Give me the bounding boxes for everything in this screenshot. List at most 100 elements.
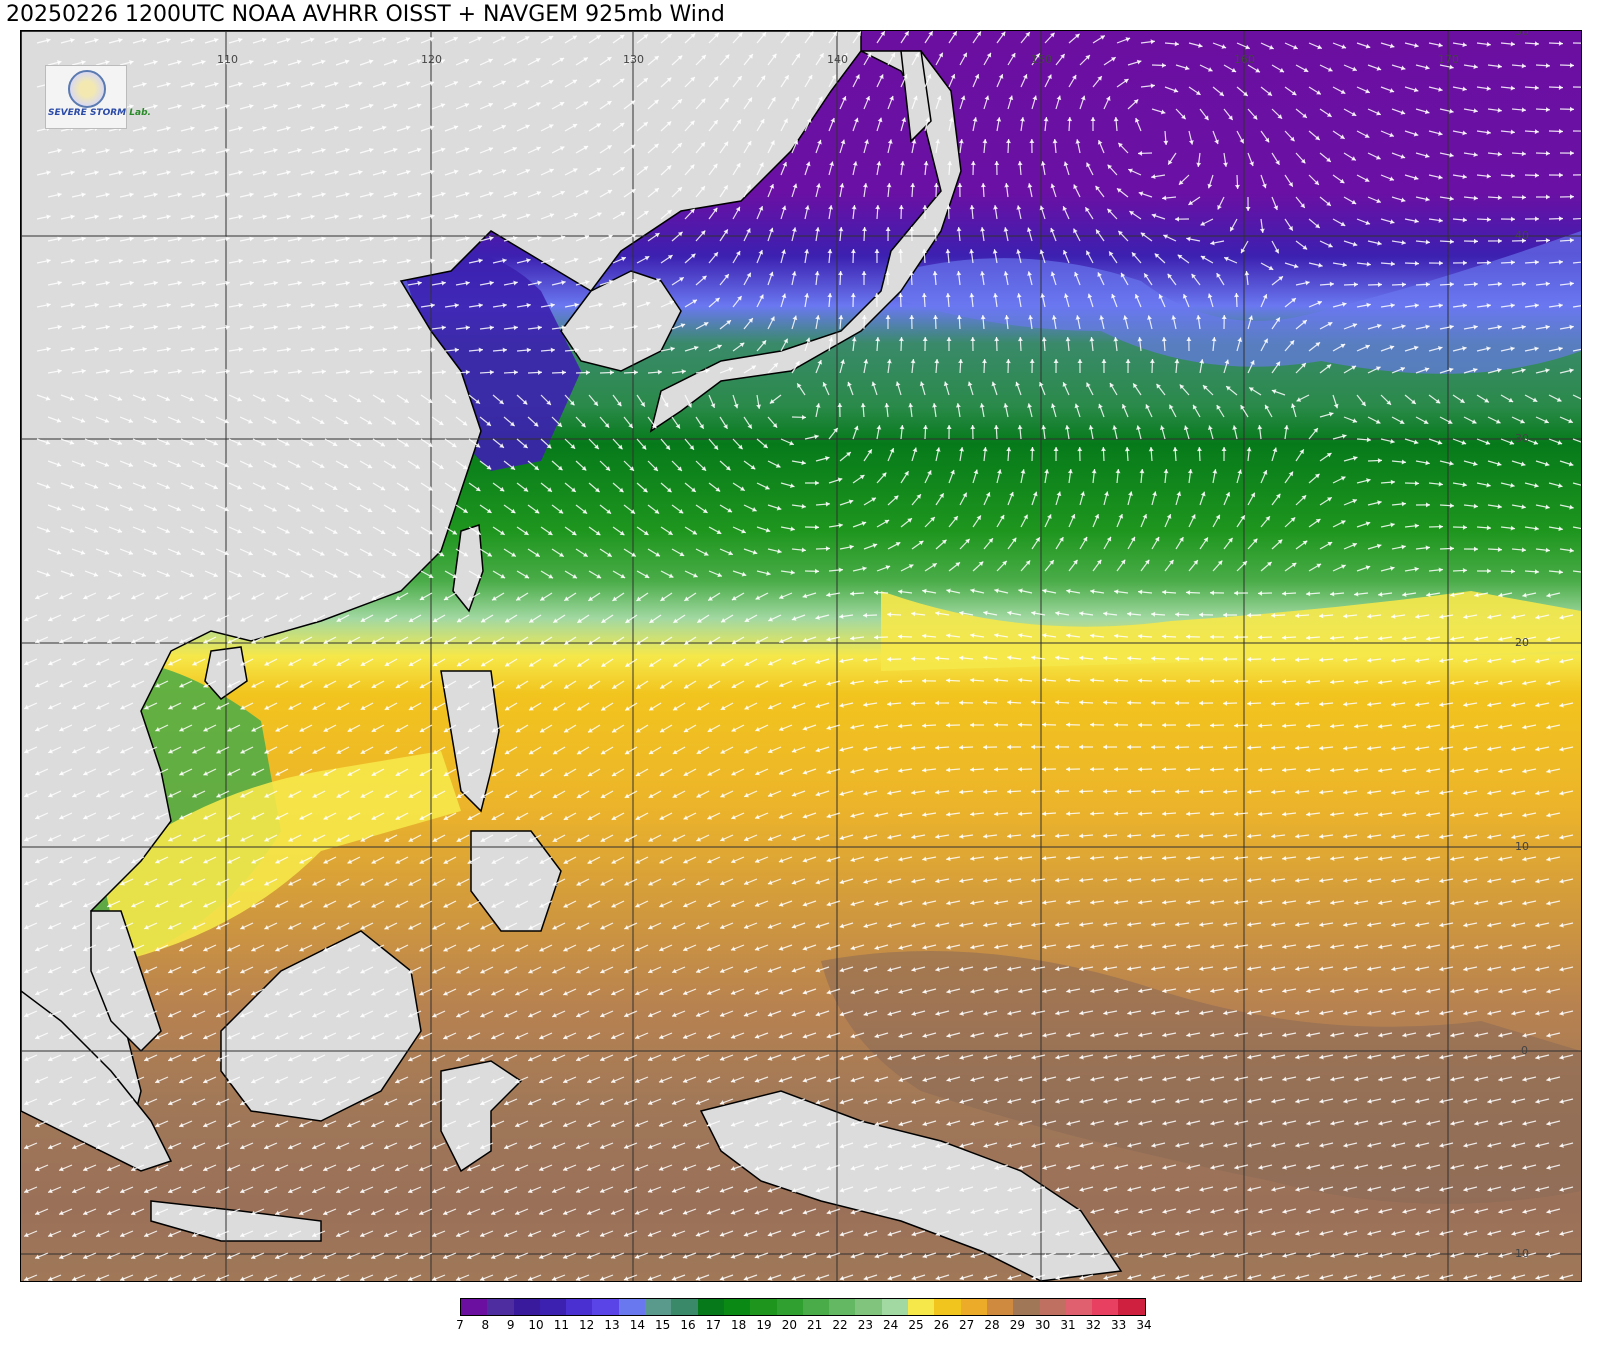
- wind-arrowhead: [792, 315, 798, 321]
- wind-arrowhead: [1085, 207, 1090, 212]
- wind-arrowhead: [585, 279, 590, 285]
- wind-arrowhead: [1207, 67, 1213, 72]
- wind-arrowhead: [609, 324, 614, 330]
- wind-arrowhead: [69, 396, 75, 401]
- wind-arrowhead: [272, 59, 278, 65]
- wind-arrowhead: [1207, 293, 1213, 299]
- wind-arrowhead: [93, 396, 99, 401]
- wind-arrowhead: [1123, 315, 1128, 320]
- wind-arrowhead: [465, 325, 470, 331]
- wind-arrowhead: [932, 271, 938, 276]
- wind-arrowhead: [489, 236, 494, 241]
- wind-arrowhead: [345, 325, 350, 331]
- wind-arrowhead: [934, 359, 940, 364]
- wind-arrowhead: [956, 315, 962, 320]
- wind-arrowhead: [1462, 86, 1467, 92]
- wind-arrowhead: [654, 233, 660, 238]
- wind-arrowhead: [382, 258, 387, 264]
- wind-arrowhead: [1364, 177, 1370, 182]
- wind-arrowhead: [1063, 293, 1069, 299]
- wind-arrowhead: [382, 347, 387, 353]
- wind-arrowhead: [537, 369, 542, 375]
- wind-arrowhead: [1150, 83, 1155, 89]
- wind-arrowhead: [535, 58, 541, 63]
- wind-arrowhead: [573, 257, 579, 263]
- wind-arrowhead: [464, 191, 470, 197]
- wind-arrowhead: [430, 214, 435, 219]
- wind-arrowhead: [1226, 386, 1231, 391]
- wind-arrowhead: [249, 236, 254, 242]
- wind-arrowhead: [129, 60, 134, 65]
- wind-arrowhead: [344, 147, 350, 153]
- wind-arrowhead: [464, 147, 470, 153]
- wind-arrowhead: [1400, 154, 1406, 159]
- wind-arrowhead: [595, 79, 601, 84]
- wind-arrowhead: [914, 52, 919, 58]
- wind-arrowhead: [214, 302, 219, 308]
- wind-arrowhead: [726, 320, 731, 325]
- wind-arrowhead: [310, 214, 315, 220]
- wind-arrowhead: [956, 227, 962, 232]
- wind-arrowhead: [1497, 151, 1502, 157]
- wind-arrowhead: [214, 346, 219, 352]
- wind-arrowhead: [70, 214, 75, 220]
- wind-arrowhead: [1149, 359, 1155, 364]
- wind-arrowhead: [850, 249, 856, 254]
- wind-arrowhead: [1327, 322, 1333, 327]
- wind-arrowhead: [369, 325, 374, 331]
- wind-arrowhead: [57, 192, 62, 198]
- grid-lines: [21, 31, 1581, 1281]
- wind-arrowhead: [1161, 62, 1166, 68]
- wind-arrowhead: [1532, 397, 1538, 402]
- wind-arrowhead: [1558, 172, 1563, 178]
- wind-arrowhead: [488, 58, 493, 64]
- wind-arrowhead: [1097, 76, 1102, 81]
- wind-arrowhead: [1376, 323, 1382, 329]
- wind-arrowhead: [285, 37, 291, 43]
- wind-arrowhead: [1089, 337, 1095, 342]
- wind-arrowhead: [391, 420, 396, 425]
- wind-arrowhead: [619, 167, 625, 172]
- wind-arrowhead: [454, 347, 459, 353]
- wind-arrowhead: [1062, 250, 1068, 255]
- wind-arrowhead: [1249, 161, 1254, 167]
- wind-arrowhead: [117, 396, 123, 401]
- wind-arrowhead: [832, 31, 838, 37]
- wind-arrowhead: [1449, 324, 1454, 330]
- wind-arrowhead: [118, 258, 123, 264]
- wind-arrowhead: [781, 205, 787, 211]
- wind-arrowhead: [1376, 110, 1381, 116]
- wind-arrowhead: [549, 257, 555, 263]
- wind-arrowhead: [105, 280, 110, 286]
- wind-arrowhead: [1521, 63, 1526, 69]
- wind-arrowhead: [830, 118, 836, 123]
- wind-arrowhead: [746, 272, 751, 278]
- wind-arrowhead: [453, 36, 458, 42]
- wind-arrowhead: [583, 101, 588, 106]
- wind-arrowhead: [712, 207, 718, 213]
- wind-arrowhead: [1181, 114, 1186, 120]
- wind-arrowhead: [1365, 43, 1371, 49]
- wind-arrowhead: [1050, 271, 1056, 277]
- wind-arrowhead: [1326, 157, 1331, 162]
- wind-arrowhead: [751, 365, 756, 370]
- wind-arrowhead: [225, 236, 230, 242]
- wind-arrowhead: [502, 258, 507, 264]
- wind-arrowhead: [1043, 117, 1049, 122]
- wind-arrowhead: [357, 125, 363, 131]
- wind-arrowhead: [654, 188, 659, 193]
- wind-arrowhead: [874, 249, 880, 254]
- wind-arrowhead: [129, 236, 134, 242]
- wind-arrowhead: [1342, 302, 1347, 307]
- wind-arrowhead: [598, 302, 603, 308]
- wind-arrowhead: [1375, 155, 1381, 160]
- wind-arrowhead: [1497, 63, 1502, 69]
- wind-arrowhead: [1074, 403, 1080, 409]
- wind-arrowhead: [1019, 117, 1025, 122]
- wind-arrowhead: [321, 147, 326, 153]
- wind-arrowhead: [1569, 368, 1574, 374]
- wind-arrowhead: [969, 249, 975, 254]
- wind-arrowhead: [1351, 199, 1357, 205]
- wind-arrowhead: [1366, 302, 1371, 308]
- wind-arrowhead: [690, 253, 696, 259]
